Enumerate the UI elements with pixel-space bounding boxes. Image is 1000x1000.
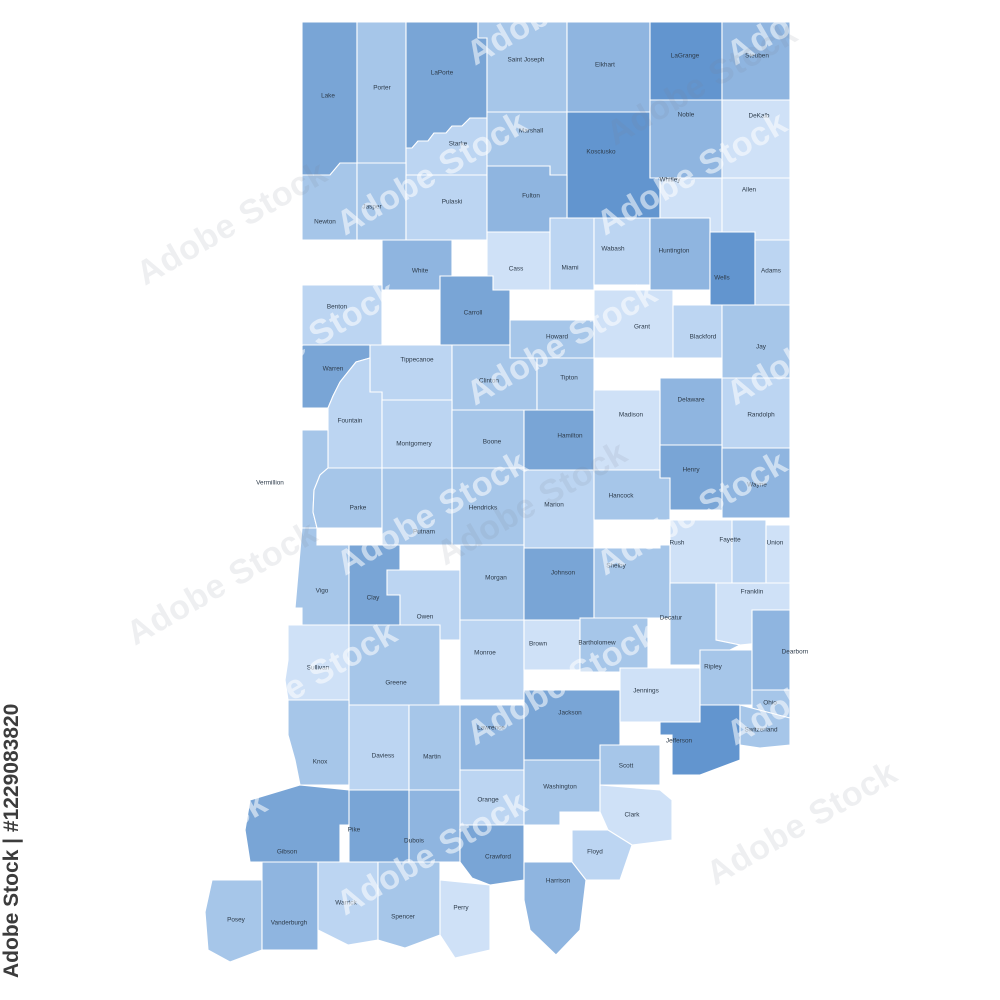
county-shape[interactable] — [699, 649, 753, 706]
county-shape[interactable] — [593, 217, 651, 286]
county-shape[interactable] — [301, 162, 358, 241]
county-shape[interactable] — [659, 704, 741, 776]
county-shape[interactable] — [659, 377, 723, 446]
county-shape[interactable] — [536, 357, 595, 411]
county-shape[interactable] — [672, 304, 723, 359]
county-shape[interactable] — [721, 304, 791, 379]
county-shape[interactable] — [549, 217, 595, 291]
county-shape[interactable] — [566, 111, 661, 219]
county-shape[interactable] — [579, 617, 649, 673]
county-shape[interactable] — [721, 177, 791, 241]
county-shape[interactable] — [348, 704, 410, 791]
county-shape[interactable] — [599, 744, 661, 786]
stock-credit-sidebar: Adobe Stock | #1229083820 — [0, 0, 46, 1000]
county-shape[interactable] — [709, 231, 756, 306]
county-shape[interactable] — [523, 861, 587, 956]
county-shape[interactable] — [593, 544, 671, 619]
county-shape[interactable] — [721, 21, 791, 101]
county-shape[interactable] — [451, 467, 525, 546]
county-shape[interactable] — [356, 21, 407, 164]
county-shape[interactable] — [523, 547, 595, 621]
county-shape[interactable] — [459, 769, 525, 826]
county-shape[interactable] — [523, 409, 595, 471]
county-shape[interactable] — [721, 377, 791, 449]
county-shape[interactable] — [486, 231, 551, 291]
county-shape[interactable] — [731, 519, 767, 584]
county-shape[interactable] — [669, 582, 742, 666]
county-shape[interactable] — [381, 399, 453, 469]
county-shape[interactable] — [301, 21, 358, 176]
county-shape[interactable] — [765, 524, 791, 584]
county-shape[interactable] — [381, 467, 453, 546]
county-shape[interactable] — [754, 239, 791, 306]
county-shape[interactable] — [204, 879, 263, 963]
county-shape[interactable] — [377, 861, 441, 949]
county-shape[interactable] — [284, 624, 350, 701]
county-shape[interactable] — [408, 789, 461, 863]
county-shape[interactable] — [312, 467, 383, 529]
county-shape[interactable] — [459, 824, 525, 886]
county-shape[interactable] — [721, 99, 791, 179]
county-shape[interactable] — [523, 619, 581, 671]
county-shape[interactable] — [669, 519, 733, 584]
county-shape[interactable] — [459, 544, 525, 621]
county-shapes-group — [204, 21, 791, 963]
county-shape[interactable] — [294, 527, 350, 626]
county-shape[interactable] — [751, 609, 791, 691]
county-shape[interactable] — [339, 789, 410, 863]
county-shape[interactable] — [649, 217, 711, 291]
county-shape[interactable] — [356, 162, 407, 241]
county-shape[interactable] — [301, 284, 383, 346]
county-shape[interactable] — [509, 319, 595, 359]
county-shape[interactable] — [261, 861, 319, 951]
county-shape[interactable] — [439, 879, 491, 959]
county-shape[interactable] — [739, 704, 791, 749]
county-shape[interactable] — [523, 759, 601, 826]
county-shape[interactable] — [566, 21, 651, 113]
county-shape[interactable] — [593, 389, 661, 471]
county-shape[interactable] — [244, 784, 350, 863]
stock-credit-text: Adobe Stock | #1229083820 — [0, 703, 23, 978]
county-shape[interactable] — [721, 447, 791, 519]
county-shape[interactable] — [317, 861, 379, 946]
county-shape[interactable] — [348, 624, 441, 706]
county-shape[interactable] — [649, 99, 723, 179]
county-shape[interactable] — [405, 174, 488, 241]
county-shape[interactable] — [649, 21, 723, 101]
county-shape[interactable] — [523, 469, 595, 549]
county-shape[interactable] — [451, 409, 525, 469]
county-shape[interactable] — [593, 289, 674, 359]
county-shape[interactable] — [593, 469, 671, 521]
county-shape[interactable] — [599, 784, 673, 846]
county-shape[interactable] — [477, 21, 568, 113]
county-shape[interactable] — [408, 704, 461, 791]
county-label: Vermillion — [256, 480, 284, 487]
county-shape[interactable] — [287, 699, 350, 786]
county-shape[interactable] — [459, 619, 525, 701]
